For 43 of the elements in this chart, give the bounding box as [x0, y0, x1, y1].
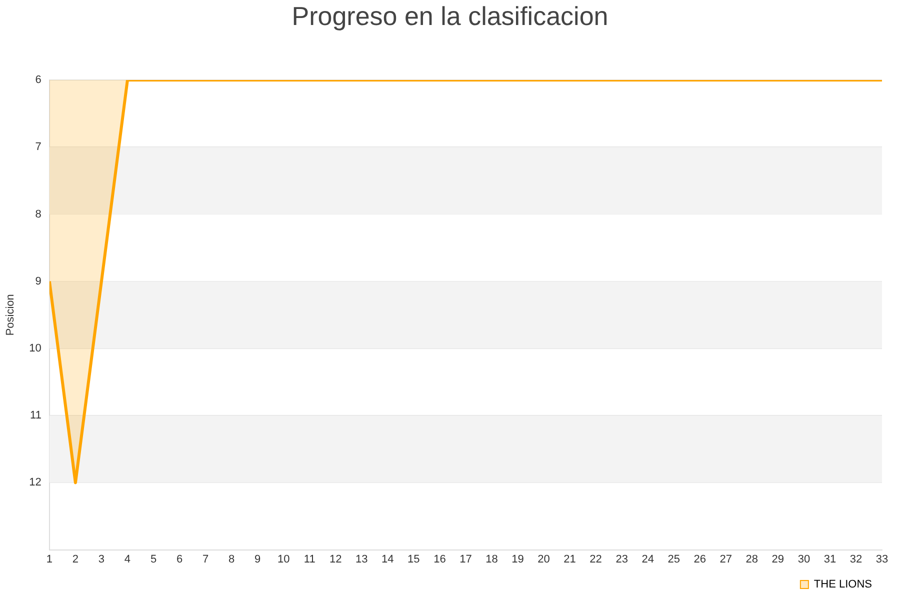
y-axis-title: Posicion [4, 294, 17, 336]
x-tick-label: 21 [564, 553, 576, 566]
y-tick-label: 7 [35, 141, 42, 154]
x-tick-label: 8 [228, 553, 235, 566]
x-tick-label: 3 [98, 553, 105, 566]
x-tick-label: 19 [512, 553, 524, 566]
x-tick-label: 11 [304, 553, 316, 566]
x-tick-label: 13 [356, 553, 368, 566]
x-tick-label: 16 [434, 553, 446, 566]
x-tick-label: 9 [254, 553, 261, 566]
x-tick-label: 22 [590, 553, 602, 566]
x-tick-label: 2 [72, 553, 79, 566]
y-tick-label: 6 [35, 74, 42, 86]
x-tick-label: 20 [538, 553, 550, 566]
x-tick-label: 15 [408, 553, 420, 566]
x-tick-label: 32 [850, 553, 862, 566]
x-tick-label: 12 [330, 553, 342, 566]
x-tick-label: 18 [486, 553, 498, 566]
y-tick-label: 11 [30, 410, 42, 422]
x-tick-label: 10 [277, 553, 290, 566]
x-tick-label: 27 [720, 553, 732, 566]
x-tick-label: 28 [746, 553, 758, 566]
x-tick-label: 24 [642, 553, 654, 566]
x-tick-label: 17 [460, 553, 472, 566]
x-tick-label: 29 [772, 553, 784, 566]
x-tick-label: 26 [694, 553, 706, 566]
x-tick-label: 4 [124, 553, 131, 566]
legend-label: THE LIONS [814, 578, 872, 591]
y-tick-label: 8 [35, 208, 42, 220]
x-tick-label: 5 [150, 553, 157, 566]
x-tick-label: 7 [202, 553, 209, 566]
x-tick-label: 31 [824, 553, 836, 566]
x-tick-label: 33 [876, 553, 888, 566]
x-tick-label: 6 [176, 553, 183, 566]
x-tick-label: 14 [382, 553, 394, 566]
x-tick-label: 25 [668, 553, 680, 566]
x-tick-label: 30 [798, 553, 810, 566]
y-tick-label: 12 [29, 476, 42, 489]
y-tick-label: 9 [35, 275, 42, 288]
x-tick-label: 1 [46, 553, 52, 566]
x-tick-label: 23 [616, 553, 628, 566]
y-tick-label: 10 [29, 342, 42, 354]
chart-title: Progreso en la clasificacion [290, 0, 610, 32]
